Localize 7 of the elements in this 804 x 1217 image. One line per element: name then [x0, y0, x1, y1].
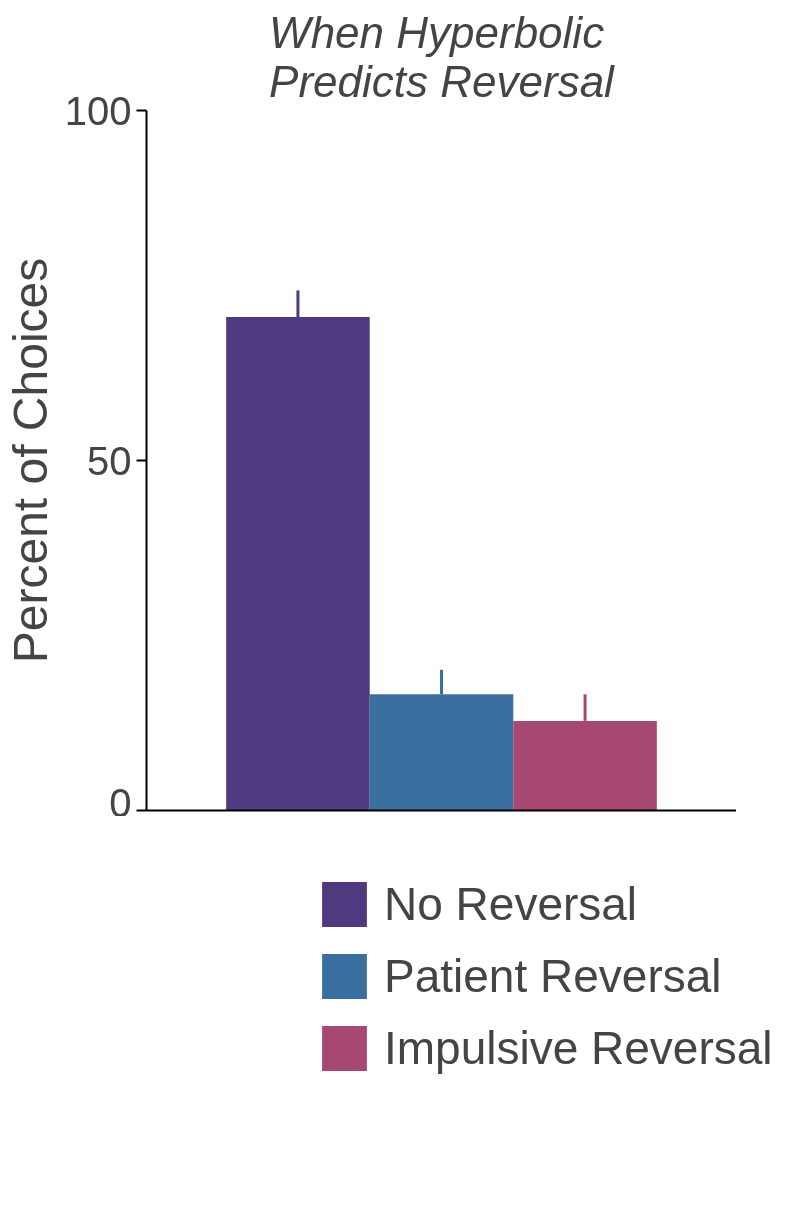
- chart-title: When Hyperbolic Predicts Reversal: [269, 7, 616, 106]
- y-axis-title: Percent of Choices: [3, 257, 57, 664]
- y-tick-label: 100: [64, 88, 132, 133]
- y-tick-label: 50: [87, 438, 132, 483]
- legend-label: Patient Reversal: [384, 949, 722, 1004]
- legend-label: Impulsive Reversal: [384, 1021, 773, 1076]
- legend-label: No Reversal: [384, 877, 638, 932]
